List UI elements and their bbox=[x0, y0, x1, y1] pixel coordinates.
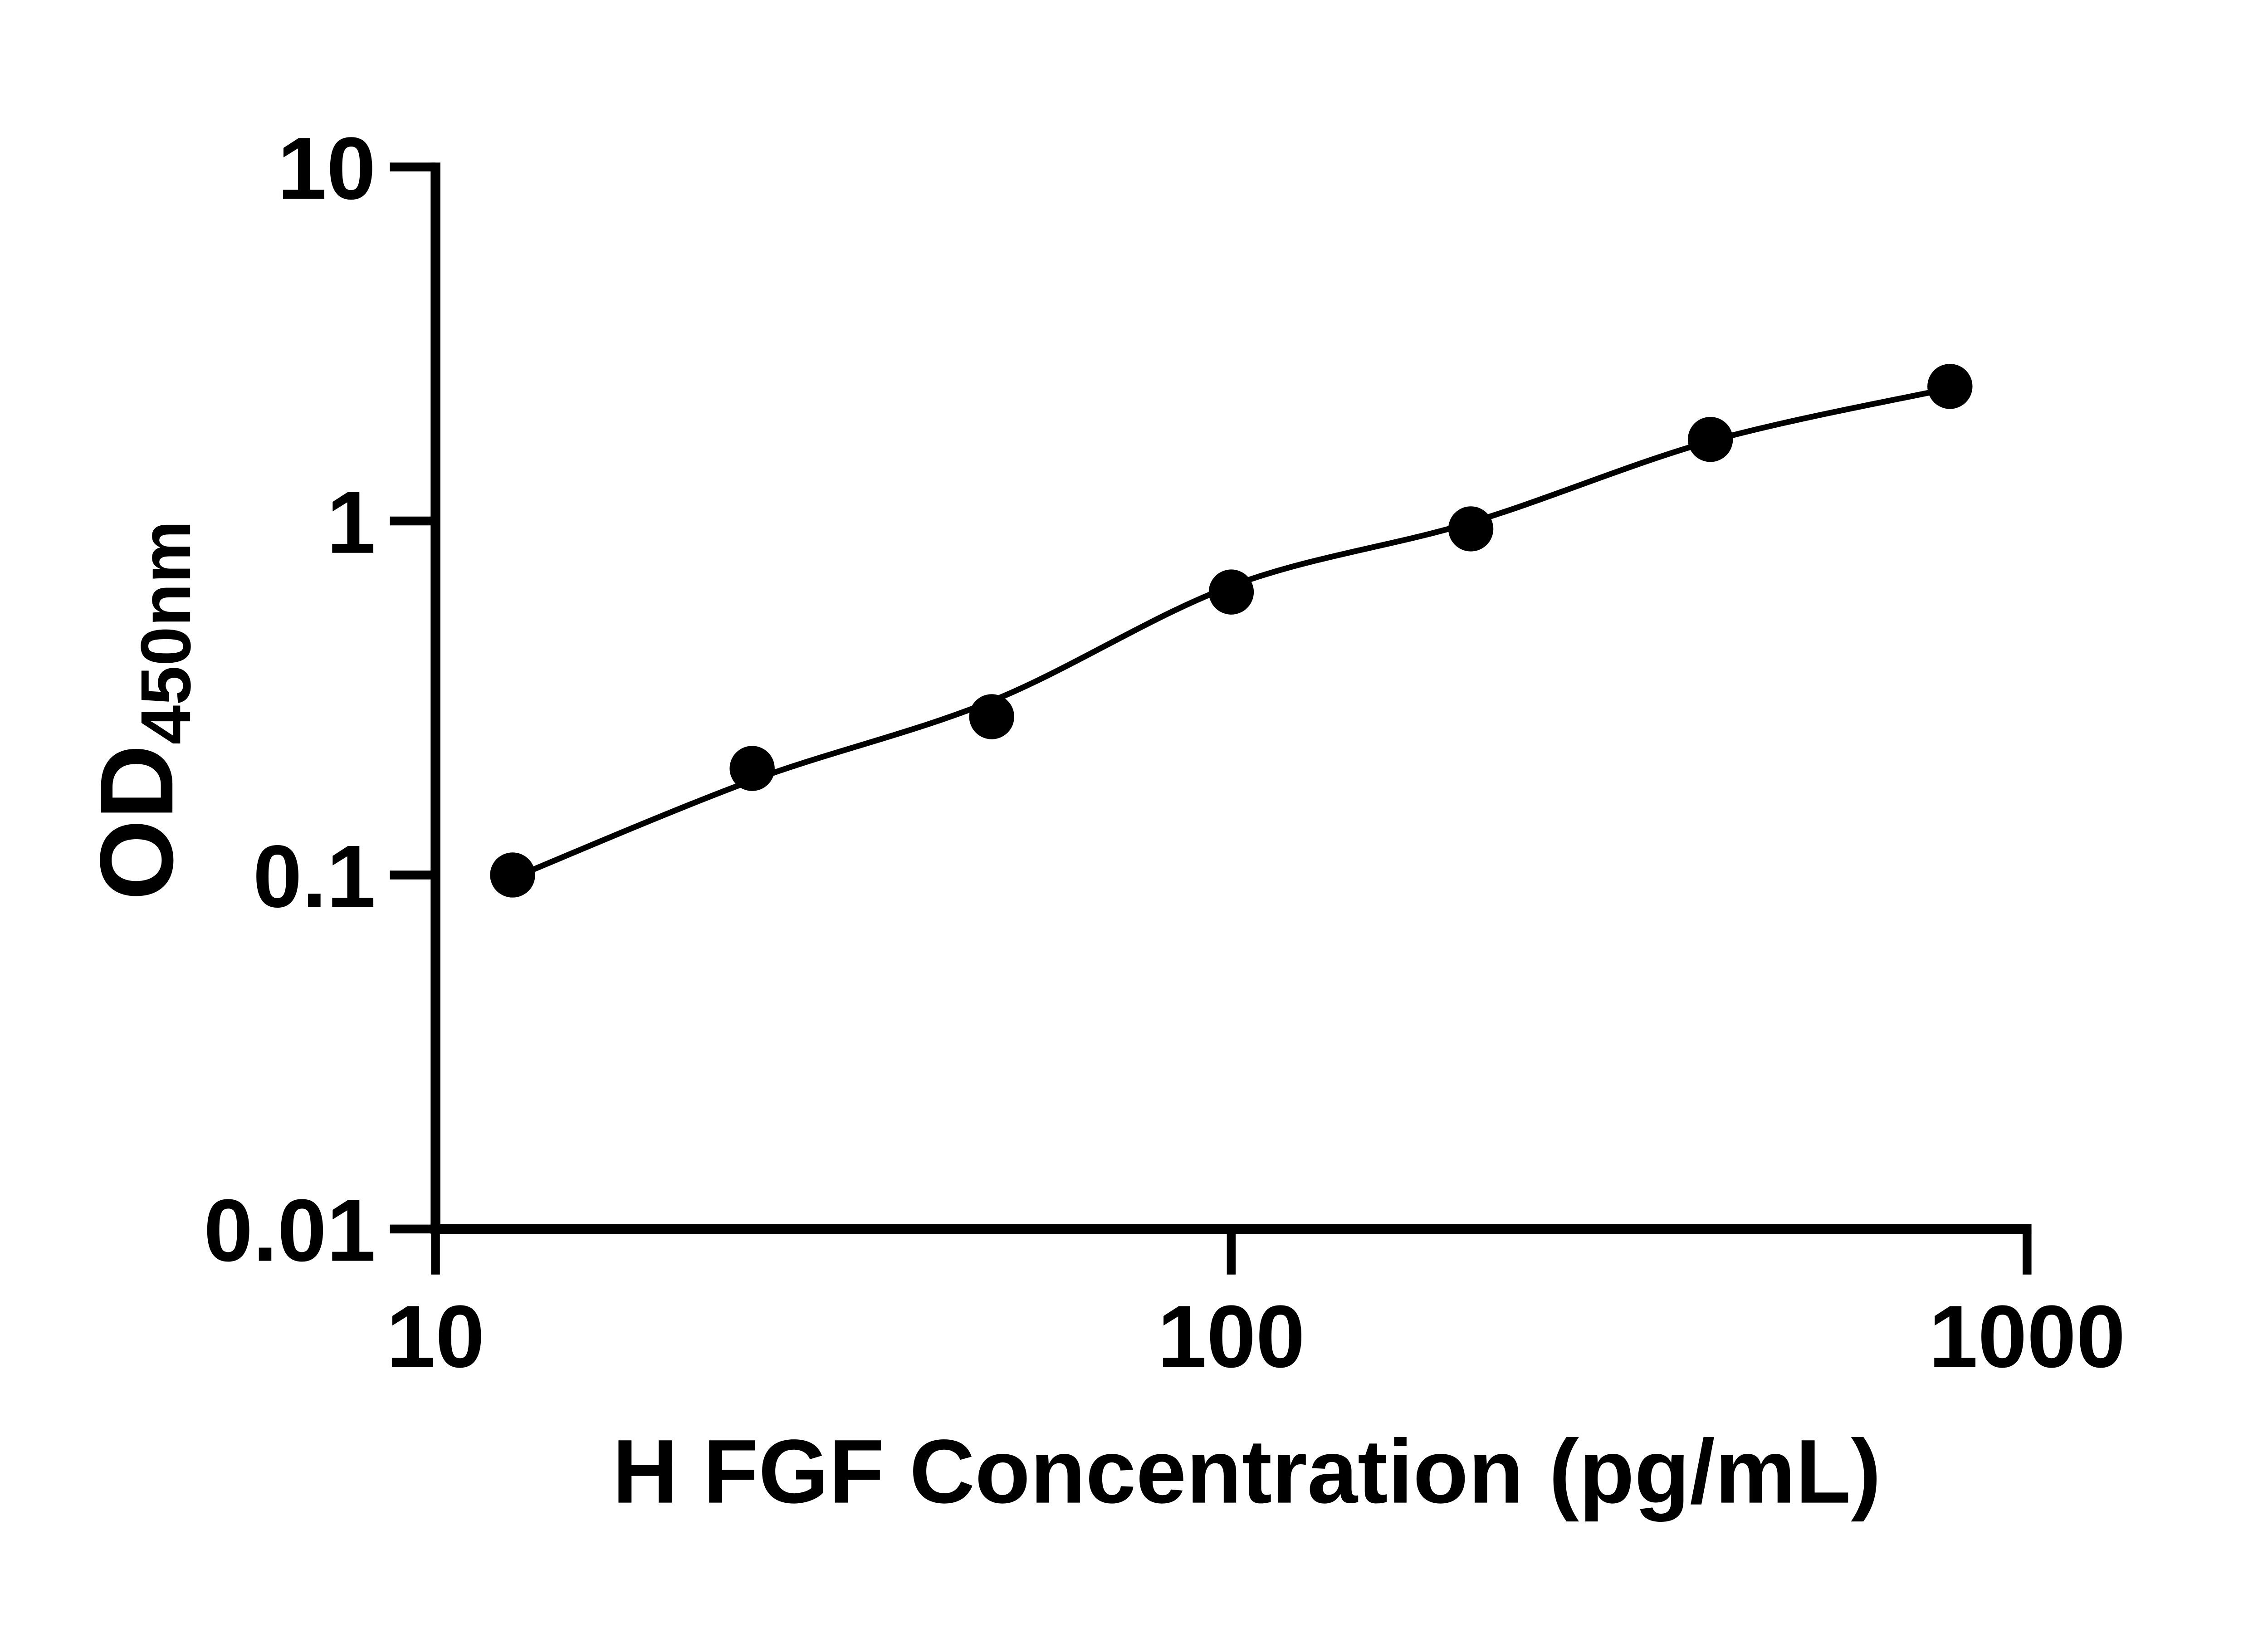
y-tick-label: 1 bbox=[327, 474, 376, 572]
data-point bbox=[490, 852, 535, 898]
y-axis-title-subscript: 450nm bbox=[127, 520, 205, 744]
y-tick-label: 10 bbox=[278, 119, 376, 218]
data-point bbox=[1687, 416, 1733, 462]
data-point bbox=[729, 746, 775, 791]
data-point bbox=[969, 694, 1015, 739]
y-tick-label: 0.1 bbox=[253, 827, 376, 926]
y-tick-label: 0.01 bbox=[204, 1182, 376, 1280]
x-tick-label: 100 bbox=[1158, 1287, 1305, 1386]
data-point bbox=[1927, 364, 1973, 409]
y-axis-title: OD450nm bbox=[78, 520, 205, 900]
chart-background bbox=[0, 20, 2268, 1613]
x-tick-label: 1000 bbox=[1929, 1287, 2126, 1386]
data-point bbox=[1448, 506, 1494, 552]
x-axis-title: H FGF Concentration (pg/mL) bbox=[612, 1421, 1881, 1522]
x-tick-label: 10 bbox=[386, 1287, 485, 1386]
data-point bbox=[1208, 569, 1254, 615]
y-axis-title-main: OD bbox=[78, 744, 195, 900]
